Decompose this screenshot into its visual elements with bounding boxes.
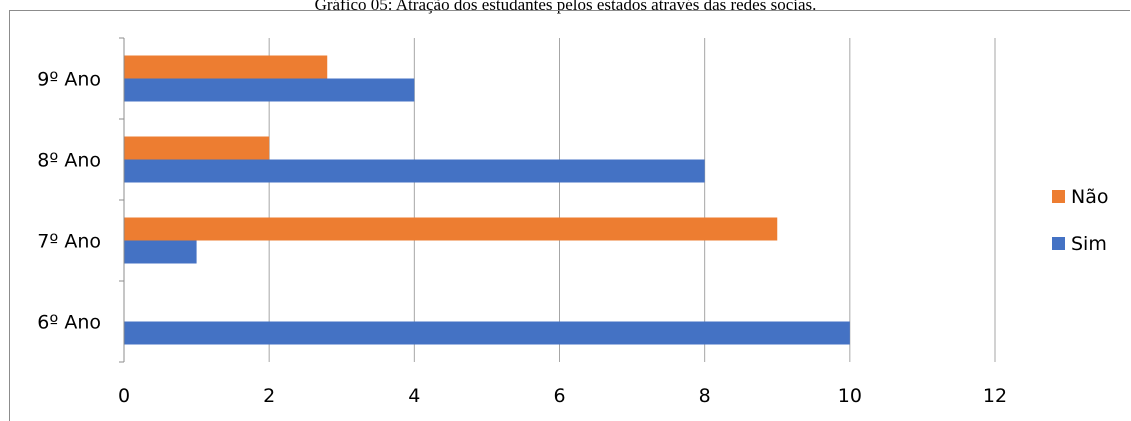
bar-sim-7-ano — [124, 240, 197, 264]
bar-nao-8-ano — [124, 136, 270, 160]
chart-frame — [9, 10, 1130, 421]
legend-swatch-nao — [1052, 190, 1065, 203]
legend-label-sim: Sim — [1071, 233, 1107, 255]
x-tick-label-6: 6 — [553, 385, 565, 407]
bar-sim-8-ano — [124, 159, 705, 183]
y-tick-label-9-ano: 9º Ano — [37, 69, 101, 91]
bar-nao-7-ano — [124, 217, 778, 241]
bar-sim-6-ano — [124, 321, 850, 345]
y-tick-label-7-ano: 7º Ano — [37, 231, 101, 253]
x-tick-label-12: 12 — [983, 385, 1007, 407]
legend-label-nao: Não — [1071, 186, 1108, 208]
x-tick-label-8: 8 — [699, 385, 711, 407]
x-tick-label-0: 0 — [118, 385, 130, 407]
y-tick-label-8-ano: 8º Ano — [37, 150, 101, 172]
x-tick-label-10: 10 — [838, 385, 862, 407]
bar-sim-9-ano — [124, 78, 415, 102]
x-tick-label-4: 4 — [408, 385, 420, 407]
legend-swatch-sim — [1052, 237, 1065, 250]
x-tick-label-2: 2 — [263, 385, 275, 407]
bar-nao-9-ano — [124, 55, 328, 79]
y-tick-label-6-ano: 6º Ano — [37, 312, 101, 334]
